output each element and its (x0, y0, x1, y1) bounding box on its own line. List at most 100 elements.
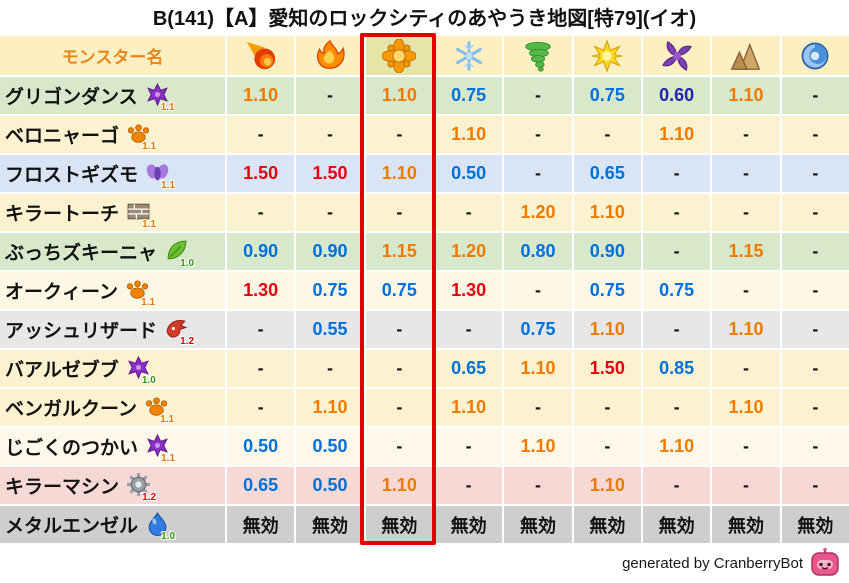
value-cell: - (504, 389, 572, 426)
value-cell: 1.10 (643, 116, 711, 153)
value-cell: 1.50 (573, 350, 641, 387)
value-cell: - (712, 428, 780, 465)
level-badge: 1.1 (161, 452, 176, 464)
value-cell: - (781, 233, 849, 270)
starburst-icon (382, 39, 416, 73)
value-cell: 0.55 (296, 311, 364, 348)
monster-row-name: ぶっちズキーニャ 1.0 (0, 233, 225, 270)
value-cell: 0.90 (573, 233, 641, 270)
monster-row-name: オークィーン 1.1 (0, 272, 225, 309)
monster-type: 1.1 (125, 277, 155, 308)
monster-name: ぶっちズキーニャ (5, 243, 158, 264)
level-badge: 1.1 (142, 218, 157, 230)
value-cell: - (781, 77, 849, 114)
value-cell: 0.75 (573, 272, 641, 309)
value-cell: 無効 (365, 506, 433, 543)
value-cell: 1.10 (227, 77, 295, 114)
monster-type: 1.2 (126, 472, 156, 503)
value-cell: 無効 (712, 506, 780, 543)
monster-name-header: モンスター名 (0, 36, 225, 75)
monster-row-name: グリゴンダンス 1.1 (0, 77, 225, 114)
value-cell: 1.20 (435, 233, 503, 270)
credit-text: generated by CranberryBot (622, 554, 803, 572)
value-cell: - (712, 194, 780, 231)
value-cell: - (712, 155, 780, 192)
monster-type: 1.0 (145, 511, 175, 542)
value-cell: - (504, 77, 572, 114)
monster-name: キラートーチ (5, 204, 120, 225)
value-cell: 無効 (435, 506, 503, 543)
value-cell: - (781, 467, 849, 504)
value-cell: 無効 (227, 506, 295, 543)
element-header (504, 36, 572, 75)
value-cell: 0.50 (296, 467, 364, 504)
value-cell: 0.90 (296, 233, 364, 270)
level-badge: 1.0 (141, 374, 156, 386)
value-cell: - (365, 350, 433, 387)
value-cell: 1.10 (365, 467, 433, 504)
level-badge: 1.1 (160, 413, 175, 425)
monster-name: メタルエンゼル (5, 516, 139, 537)
value-cell: 無効 (781, 506, 849, 543)
level-badge: 1.0 (180, 257, 195, 269)
value-cell: 0.85 (643, 350, 711, 387)
level-badge: 1.1 (160, 101, 175, 113)
value-cell: 1.50 (296, 155, 364, 192)
value-cell: 0.50 (435, 155, 503, 192)
monster-row-name: じごくのつかい 1.1 (0, 428, 225, 465)
element-header (227, 36, 295, 75)
value-cell: - (781, 272, 849, 309)
value-cell: 0.65 (227, 467, 295, 504)
monster-name: じごくのつかい (5, 438, 139, 459)
value-cell: - (365, 311, 433, 348)
cranberrybot-icon (809, 547, 841, 579)
monster-name: アッシュリザード (5, 321, 158, 342)
value-cell: - (504, 467, 572, 504)
value-cell: - (573, 428, 641, 465)
value-cell: 0.60 (643, 77, 711, 114)
value-cell: - (781, 350, 849, 387)
monster-row-name: メタルエンゼル 1.0 (0, 506, 225, 543)
monster-name: バアルゼブブ (5, 360, 119, 381)
value-cell: - (227, 116, 295, 153)
sunburst-icon (590, 39, 624, 73)
value-cell: 0.80 (504, 233, 572, 270)
element-header (712, 36, 780, 75)
value-cell: - (504, 272, 572, 309)
value-cell: 0.50 (227, 428, 295, 465)
flame-icon (313, 39, 347, 73)
footer: generated by CranberryBot (622, 545, 841, 581)
value-cell: 1.10 (712, 77, 780, 114)
monster-name: キラーマシン (5, 477, 120, 498)
value-cell: 1.10 (504, 350, 572, 387)
value-cell: - (573, 116, 641, 153)
value-cell: - (296, 350, 364, 387)
value-cell: 0.75 (643, 272, 711, 309)
value-cell: 1.15 (365, 233, 433, 270)
value-cell: - (435, 311, 503, 348)
value-cell: - (296, 116, 364, 153)
value-cell: 1.20 (504, 194, 572, 231)
value-cell: - (781, 311, 849, 348)
value-cell: - (227, 389, 295, 426)
level-badge: 1.1 (161, 179, 176, 191)
value-cell: 0.75 (504, 311, 572, 348)
value-cell: 0.75 (296, 272, 364, 309)
monster-type: 1.1 (145, 82, 175, 113)
weakness-table: モンスター名 グリゴンダンス 1.1 1.10-1.10 0.75-0.75 0.60 1.… (0, 36, 849, 543)
monster-name: ベロニャーゴ (5, 126, 120, 147)
snowflake-icon (452, 39, 486, 73)
monster-type: 1.1 (126, 199, 156, 230)
level-badge: 1.1 (142, 140, 157, 152)
value-cell: - (296, 77, 364, 114)
value-cell: - (643, 311, 711, 348)
value-cell: - (227, 311, 295, 348)
value-cell: 0.75 (573, 77, 641, 114)
level-badge: 1.0 (161, 530, 176, 542)
value-cell: 0.75 (365, 272, 433, 309)
value-cell: - (643, 467, 711, 504)
value-cell: 0.90 (227, 233, 295, 270)
value-cell: - (365, 428, 433, 465)
monster-type: 1.0 (126, 355, 156, 386)
